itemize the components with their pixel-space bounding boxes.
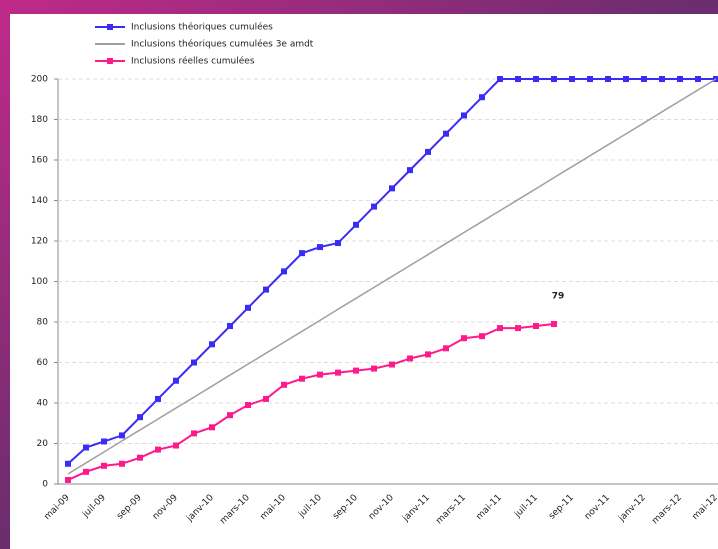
- data-point: [659, 76, 665, 82]
- data-point: [497, 325, 503, 332]
- data-point: [299, 250, 305, 257]
- data-point: [371, 365, 377, 372]
- y-tick-label: 0: [42, 480, 48, 490]
- data-point: [479, 94, 485, 101]
- data-point: [407, 355, 413, 362]
- data-point: [173, 377, 179, 384]
- data-point: [677, 76, 683, 82]
- data-point: [101, 462, 107, 469]
- data-point: [83, 468, 89, 475]
- data-point: [335, 369, 341, 376]
- series-line: [67, 323, 555, 481]
- data-point: [137, 414, 143, 421]
- data-point: [425, 148, 431, 155]
- data-point: [371, 203, 377, 210]
- data-point: [443, 130, 449, 137]
- y-tick-label: 80: [37, 318, 49, 328]
- data-point: [389, 361, 395, 368]
- y-tick-label: 60: [37, 358, 49, 368]
- data-point: [623, 76, 629, 82]
- data-point: [533, 323, 539, 330]
- data-point: [101, 438, 107, 445]
- data-point: [497, 76, 503, 82]
- data-point: [569, 76, 575, 82]
- data-point: [461, 335, 467, 342]
- data-point: [317, 371, 323, 378]
- data-point: [245, 304, 251, 311]
- data-label: 79: [552, 292, 565, 302]
- data-point: [119, 460, 125, 467]
- legend-label: Inclusions théoriques cumulées: [131, 22, 273, 33]
- data-point: [641, 76, 647, 82]
- data-point: [263, 286, 269, 293]
- legend-marker: [107, 58, 113, 64]
- data-point: [407, 167, 413, 174]
- y-tick-label: 40: [37, 399, 49, 409]
- data-point: [263, 395, 269, 402]
- data-point: [335, 240, 341, 247]
- data-point: [389, 185, 395, 192]
- data-point: [65, 476, 71, 483]
- data-point: [425, 351, 431, 358]
- data-point: [461, 112, 467, 119]
- data-point: [515, 76, 521, 82]
- data-point: [65, 460, 71, 467]
- data-point: [209, 341, 215, 348]
- data-point: [83, 444, 89, 451]
- data-point: [587, 76, 593, 82]
- data-point: [173, 442, 179, 449]
- legend-label: Inclusions théoriques cumulées 3e amdt: [131, 39, 314, 50]
- data-point: [281, 381, 287, 388]
- data-point: [119, 432, 125, 439]
- data-point: [515, 325, 521, 332]
- data-point: [551, 321, 557, 328]
- y-tick-label: 120: [31, 237, 48, 247]
- data-point: [281, 268, 287, 275]
- data-point: [137, 454, 143, 461]
- data-point: [191, 430, 197, 437]
- y-tick-label: 20: [37, 439, 49, 449]
- y-tick-label: 140: [31, 196, 48, 206]
- y-tick-label: 180: [31, 115, 48, 125]
- data-point: [551, 76, 557, 82]
- data-point: [299, 375, 305, 382]
- data-point: [227, 412, 233, 419]
- data-point: [479, 333, 485, 340]
- data-point: [191, 359, 197, 366]
- data-point: [227, 323, 233, 330]
- legend-label: Inclusions réelles cumulées: [131, 56, 255, 67]
- data-point: [245, 402, 251, 409]
- data-point: [353, 221, 359, 228]
- legend-marker: [107, 24, 113, 30]
- data-point: [209, 424, 215, 431]
- series-line: [67, 78, 717, 475]
- y-tick-label: 160: [31, 156, 48, 166]
- data-point: [155, 446, 161, 453]
- data-point: [533, 76, 539, 82]
- data-point: [155, 395, 161, 402]
- y-tick-label: 200: [31, 75, 48, 85]
- y-tick-label: 100: [31, 277, 48, 287]
- data-point: [443, 345, 449, 352]
- data-point: [695, 76, 701, 82]
- data-point: [317, 244, 323, 251]
- data-point: [353, 367, 359, 374]
- data-point: [605, 76, 611, 82]
